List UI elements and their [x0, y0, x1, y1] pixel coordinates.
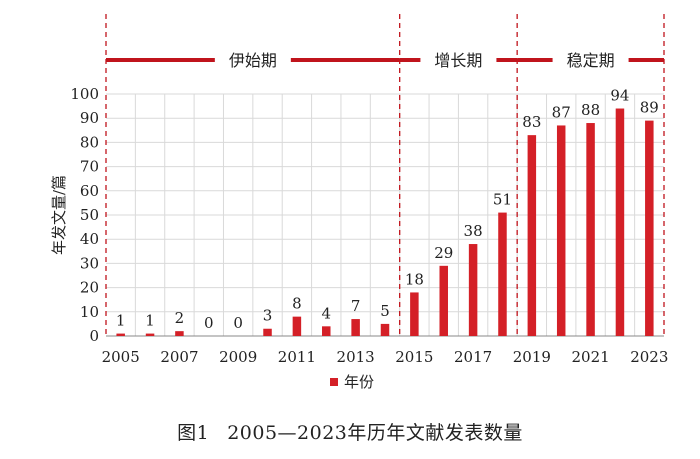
y-tick-label: 80	[80, 133, 99, 151]
y-tick-label: 90	[80, 109, 99, 127]
bar-2015	[410, 292, 419, 336]
data-label-2014: 5	[380, 302, 390, 320]
bar-2006	[145, 333, 155, 336]
bar-2020	[556, 125, 566, 337]
figure-caption: 图1 2005—2023年历年文献发表数量	[0, 418, 700, 445]
y-tick-label: 30	[80, 254, 99, 272]
bar-2018	[498, 212, 507, 336]
phase-label: 增长期	[434, 51, 482, 70]
bar-2023	[645, 120, 654, 337]
data-label-2008: 0	[204, 314, 214, 332]
data-label-2021: 88	[581, 101, 600, 119]
legend-swatch	[330, 378, 338, 386]
data-label-2013: 7	[351, 297, 361, 315]
data-label-2006: 1	[145, 312, 155, 330]
x-tick-label: 2005	[102, 348, 140, 366]
y-tick-label: 20	[80, 279, 99, 297]
x-tick-label: 2011	[278, 348, 316, 366]
y-tick-label: 0	[89, 327, 99, 345]
data-label-2015: 18	[405, 270, 424, 288]
y-tick-label: 50	[80, 206, 99, 224]
bar-2011	[292, 316, 302, 336]
data-label-2017: 38	[464, 222, 483, 240]
figure-title: 2005—2023年历年文献发表数量	[227, 422, 523, 444]
data-label-2019: 83	[522, 113, 541, 131]
x-tick-label: 2021	[571, 348, 609, 366]
y-tick-label: 40	[80, 230, 99, 248]
phase-label: 稳定期	[567, 51, 615, 70]
phase-label: 伊始期	[229, 51, 277, 70]
data-label-2012: 4	[321, 304, 331, 322]
y-axis-label: 年发文量/篇	[50, 175, 68, 255]
data-label-2023: 89	[640, 99, 659, 117]
bar-2016	[439, 265, 448, 336]
x-tick-label: 2023	[630, 348, 668, 366]
bar-2007	[175, 331, 184, 336]
x-tick-label: 2015	[395, 348, 433, 366]
x-tick-label: 2019	[513, 348, 551, 366]
bar-2021	[586, 123, 595, 336]
bar-2014	[380, 323, 390, 336]
x-tick-label: 2017	[454, 348, 492, 366]
legend-label: 年份	[344, 373, 374, 391]
bar-2017	[468, 244, 478, 336]
data-label-2007: 2	[175, 309, 185, 327]
data-label-2016: 29	[434, 244, 453, 262]
y-tick-label: 70	[80, 158, 99, 176]
bar-2005	[116, 333, 125, 336]
bar-2019	[527, 135, 537, 336]
bar-2022	[615, 108, 625, 337]
data-label-2011: 8	[292, 295, 302, 313]
data-label-2022: 94	[610, 87, 629, 105]
bar-2013	[351, 319, 360, 336]
data-label-2009: 0	[233, 314, 243, 332]
x-tick-label: 2007	[160, 348, 198, 366]
figure-number: 图1	[177, 422, 210, 444]
data-label-2010: 3	[263, 307, 273, 325]
data-label-2020: 87	[552, 103, 571, 121]
data-label-2005: 1	[116, 312, 126, 330]
x-tick-label: 2009	[219, 348, 257, 366]
x-tick-label: 2013	[337, 348, 375, 366]
y-tick-label: 100	[70, 85, 99, 103]
y-tick-label: 10	[80, 303, 99, 321]
bar-2010	[263, 328, 272, 336]
bar-2012	[322, 326, 331, 336]
y-tick-label: 60	[80, 182, 99, 200]
data-label-2018: 51	[493, 191, 512, 209]
